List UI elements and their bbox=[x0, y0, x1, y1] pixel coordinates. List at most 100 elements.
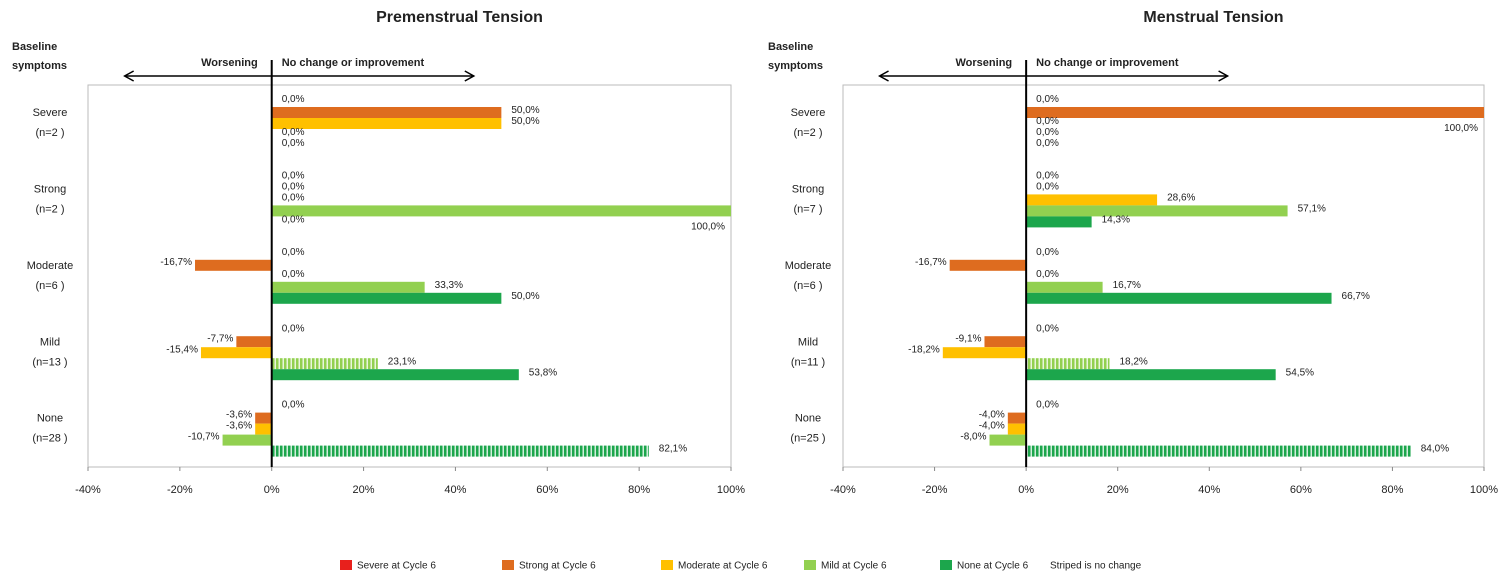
bar bbox=[271, 205, 731, 217]
arrow-head bbox=[877, 70, 889, 82]
x-tick-label: -20% bbox=[922, 484, 948, 496]
bar bbox=[984, 336, 1027, 348]
bar bbox=[271, 118, 502, 129]
legend-label: Moderate at Cycle 6 bbox=[678, 561, 768, 572]
x-tick-label: 80% bbox=[628, 484, 650, 496]
data-label: 0,0% bbox=[1036, 127, 1059, 138]
x-tick-label: 20% bbox=[353, 484, 375, 496]
data-label: -9,1% bbox=[955, 333, 981, 344]
bar bbox=[1026, 194, 1158, 206]
bar bbox=[1026, 358, 1110, 370]
data-label: 0,0% bbox=[1036, 269, 1059, 280]
axis-label: Baseline bbox=[12, 41, 57, 53]
x-tick-label: -20% bbox=[167, 484, 193, 496]
data-label: 50,0% bbox=[511, 105, 539, 116]
data-label: -18,2% bbox=[908, 344, 940, 355]
category-label: (n=2 ) bbox=[35, 127, 64, 139]
data-label: 14,3% bbox=[1102, 215, 1130, 226]
bar bbox=[1026, 216, 1092, 228]
data-label: -8,0% bbox=[960, 432, 986, 443]
data-label: 0,0% bbox=[282, 138, 305, 149]
x-tick-label: -40% bbox=[75, 484, 101, 496]
data-label: 0,0% bbox=[1036, 400, 1059, 411]
annotation: No change or improvement bbox=[282, 57, 425, 69]
data-label: 33,3% bbox=[435, 280, 463, 291]
data-label: 0,0% bbox=[1036, 247, 1059, 258]
category-label: None bbox=[795, 413, 821, 425]
arrow-head bbox=[123, 70, 135, 82]
annotation: Worsening bbox=[201, 57, 258, 69]
plot-area bbox=[842, 84, 1485, 468]
category-label: (n=28 ) bbox=[32, 433, 67, 445]
axis-label: symptoms bbox=[768, 60, 823, 72]
data-label: 82,1% bbox=[659, 444, 687, 455]
category-label: Moderate bbox=[27, 260, 73, 272]
x-tick-label: 60% bbox=[1290, 484, 1312, 496]
category-label: (n=25 ) bbox=[790, 433, 825, 445]
x-tick-label: 0% bbox=[1018, 484, 1034, 496]
legend-swatch bbox=[804, 560, 816, 570]
category-label: (n=2 ) bbox=[793, 127, 822, 139]
bar bbox=[271, 292, 502, 304]
bar bbox=[271, 445, 649, 457]
bar bbox=[236, 336, 272, 348]
bar bbox=[271, 358, 378, 370]
data-label: 16,7% bbox=[1113, 280, 1141, 291]
data-label: 54,5% bbox=[1286, 367, 1314, 378]
data-label: 57,1% bbox=[1298, 204, 1326, 215]
bar bbox=[942, 347, 1027, 359]
category-label: (n=13 ) bbox=[32, 356, 67, 368]
x-tick-label: 60% bbox=[536, 484, 558, 496]
legend-label: Mild at Cycle 6 bbox=[821, 561, 887, 572]
bar bbox=[989, 434, 1027, 446]
data-label: 18,2% bbox=[1119, 356, 1147, 367]
bar bbox=[1026, 281, 1103, 293]
data-label: -4,0% bbox=[979, 410, 1005, 421]
category-label: Strong bbox=[34, 184, 66, 196]
legend-swatch bbox=[940, 560, 952, 570]
x-tick-label: 100% bbox=[1470, 484, 1498, 496]
bar bbox=[222, 434, 272, 446]
chart-title: Premenstrual Tension bbox=[376, 9, 543, 26]
bar bbox=[1026, 369, 1276, 381]
data-label: 0,0% bbox=[282, 323, 305, 334]
data-label: 0,0% bbox=[282, 182, 305, 193]
category-label: (n=6 ) bbox=[35, 280, 64, 292]
category-label: Strong bbox=[792, 184, 824, 196]
legend-swatch bbox=[502, 560, 514, 570]
x-tick-label: 80% bbox=[1381, 484, 1403, 496]
annotation: No change or improvement bbox=[1036, 57, 1179, 69]
x-tick-label: 40% bbox=[1198, 484, 1220, 496]
category-label: (n=2 ) bbox=[35, 204, 64, 216]
legend-swatch bbox=[661, 560, 673, 570]
data-label: -16,7% bbox=[160, 257, 192, 268]
legend-swatch bbox=[340, 560, 352, 570]
data-label: -4,0% bbox=[979, 421, 1005, 432]
data-label: 0,0% bbox=[282, 400, 305, 411]
chart-title: Menstrual Tension bbox=[1143, 9, 1283, 26]
data-label: 84,0% bbox=[1421, 444, 1449, 455]
data-label: 0,0% bbox=[282, 127, 305, 138]
data-label: 0,0% bbox=[282, 269, 305, 280]
bar bbox=[195, 259, 272, 271]
legend-label: Severe at Cycle 6 bbox=[357, 561, 436, 572]
bar bbox=[1007, 423, 1027, 435]
category-label: (n=11 ) bbox=[791, 356, 825, 368]
x-tick-label: 20% bbox=[1107, 484, 1129, 496]
data-label: 0,0% bbox=[1036, 116, 1059, 127]
axis-label: symptoms bbox=[12, 60, 67, 72]
bar bbox=[949, 259, 1027, 271]
data-label: -10,7% bbox=[188, 432, 220, 443]
category-label: Mild bbox=[40, 336, 60, 348]
bar bbox=[255, 423, 272, 435]
data-label: 50,0% bbox=[511, 291, 539, 302]
plot-area bbox=[87, 84, 732, 468]
data-label: 53,8% bbox=[529, 367, 557, 378]
category-label: (n=7 ) bbox=[793, 204, 822, 216]
category-label: (n=6 ) bbox=[793, 280, 822, 292]
data-label: 0,0% bbox=[1036, 323, 1059, 334]
bar bbox=[1026, 445, 1411, 457]
annotation: Worsening bbox=[956, 57, 1013, 69]
bar bbox=[271, 281, 425, 293]
data-label: -16,7% bbox=[915, 257, 947, 268]
